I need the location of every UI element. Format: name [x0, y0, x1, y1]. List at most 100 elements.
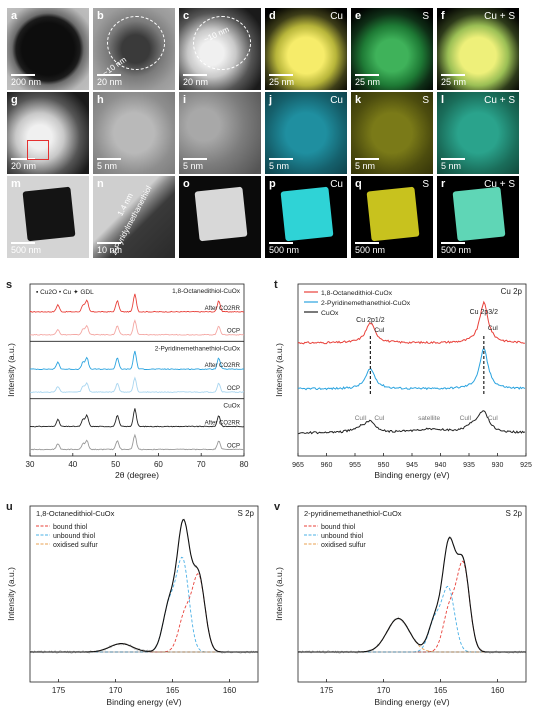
- panel-letter: n: [97, 178, 104, 190]
- cu2p-trace: [297, 300, 525, 345]
- peak-label: CuII: [460, 415, 472, 422]
- element-label: Cu: [330, 11, 343, 22]
- micrograph-image: [265, 8, 347, 90]
- panel-letter: f: [441, 10, 445, 22]
- micrograph-image: [7, 8, 89, 90]
- micrograph-c: ~10 nm c 20 nm: [179, 8, 261, 90]
- legend-text: ▪ Cu2O • Cu ✦ GDL: [36, 288, 94, 296]
- panel-letter: i: [183, 94, 187, 106]
- legend-label: oxidised sulfur: [321, 542, 366, 549]
- micrograph-image: [351, 8, 433, 90]
- element-label: Cu: [330, 179, 343, 190]
- panel-letter: h: [97, 94, 104, 106]
- scale-label: 10 nm: [97, 245, 123, 255]
- trace-label: After CO2RR: [205, 306, 241, 312]
- panel-letter: v: [274, 501, 281, 513]
- scale-bar: [97, 74, 121, 76]
- scale-label: 25 nm: [355, 77, 381, 87]
- panel-letter: p: [269, 178, 276, 190]
- element-label: Cu + S: [484, 95, 515, 106]
- peak-label: CuI: [374, 327, 384, 334]
- panel-letter: a: [11, 10, 18, 22]
- nanocube-shape: [280, 186, 334, 242]
- scale-label: 500 nm: [269, 245, 300, 255]
- panel-letter: u: [6, 501, 13, 513]
- legend-label: 2-Pyridinemethanethiol-CuOx: [321, 300, 411, 307]
- trace-label: OCP: [227, 443, 240, 449]
- x-axis-label: Binding energy (eV): [106, 697, 181, 707]
- x-tick-label: 165: [166, 686, 180, 695]
- panel-letter: q: [355, 178, 362, 190]
- x-tick-label: 170: [109, 686, 123, 695]
- s2p-xps-chart-u: u 1,8-Octanedithiol-CuOx S 2p 175 170 165 160 B…: [6, 501, 259, 707]
- s2p-xps-chart-v: v 2-pyridinemethanethiol-CuOx S 2p 175 170 16…: [274, 501, 527, 707]
- component-bound-thiol: [30, 573, 258, 653]
- peak-label: Cu 2p1/2: [356, 317, 385, 324]
- scale-bar: [269, 242, 293, 244]
- scale-label: 5 nm: [441, 161, 462, 171]
- element-label: S: [422, 95, 429, 106]
- xrd-trace-after-co2rr: [30, 293, 245, 313]
- nanocube-shape: [22, 186, 76, 242]
- shell-outline: [107, 16, 165, 70]
- x-tick-label: 30: [26, 460, 35, 469]
- x-tick-label: 960: [321, 462, 333, 469]
- cu2p-trace: [297, 410, 526, 435]
- scale-bar: [97, 242, 121, 244]
- micrograph-p: p Cu 500 nm: [265, 176, 347, 258]
- scale-bar: [269, 74, 293, 76]
- scale-bar: [269, 158, 293, 160]
- plot-frame: [29, 283, 245, 457]
- peak-label: CuI: [374, 415, 384, 422]
- panel-letter: m: [11, 178, 21, 190]
- micrograph-i: i 5 nm: [179, 92, 261, 174]
- panel-letter: l: [441, 94, 445, 106]
- peak-label: satellite: [418, 415, 440, 422]
- scale-label: 20 nm: [97, 77, 123, 87]
- scale-bar: [355, 158, 379, 160]
- panel-letter: o: [183, 178, 190, 190]
- micrograph-o: o: [179, 176, 261, 258]
- scale-bar: [355, 74, 379, 76]
- xrd-trace-after-co2rr: [29, 408, 245, 428]
- xrd-trace-after-co2rr: [29, 350, 245, 371]
- envelope-fit: [30, 518, 258, 653]
- xrd-trace-ocp: [29, 376, 244, 394]
- x-tick-label: 60: [154, 460, 163, 469]
- x-tick-label: 50: [111, 460, 120, 469]
- micrograph-f: f Cu + S 25 nm: [437, 8, 519, 90]
- scale-label: 5 nm: [355, 161, 376, 171]
- scale-label: 5 nm: [97, 161, 118, 171]
- x-tick-label: 70: [197, 460, 206, 469]
- group-name: 2-Pyridinemethanethiol-CuOx: [155, 345, 241, 352]
- element-label: S: [422, 11, 429, 22]
- x-tick-label: 175: [320, 686, 334, 695]
- legend-label: oxidised sulfur: [53, 542, 98, 549]
- x-tick-label: 935: [463, 462, 475, 469]
- legend-label: 1,8-Octanedithiol-CuOx: [321, 290, 393, 297]
- nanocube-shape: [452, 186, 506, 242]
- scale-label: 20 nm: [11, 161, 37, 171]
- micrograph-m: m 500 nm: [7, 176, 89, 258]
- y-axis-label: Intensity (a.u.): [6, 343, 16, 397]
- scale-label: 5 nm: [269, 161, 290, 171]
- panel-letter: b: [97, 10, 104, 22]
- micrograph-image: [351, 92, 433, 174]
- y-axis-label: Intensity (a.u.): [274, 567, 284, 621]
- micrograph-e: e S 25 nm: [351, 8, 433, 90]
- scale-bar: [11, 242, 35, 244]
- sample-name: 1,8-Octanedithiol-CuOx: [36, 509, 115, 518]
- chart-title: S 2p: [238, 509, 255, 518]
- panel-letter: g: [11, 94, 18, 106]
- nanocube-shape: [194, 186, 248, 242]
- panel-letter: s: [6, 279, 12, 291]
- legend-label: CuOx: [321, 310, 339, 317]
- plot-frame: [29, 505, 259, 683]
- panel-letter: k: [355, 94, 362, 106]
- scale-label: 500 nm: [441, 245, 472, 255]
- x-tick-label: 925: [520, 462, 532, 469]
- y-axis-label: Intensity (a.u.): [274, 343, 284, 397]
- micrograph-image: [179, 92, 261, 174]
- micrograph-g: g 20 nm: [7, 92, 89, 174]
- scale-bar: [355, 242, 379, 244]
